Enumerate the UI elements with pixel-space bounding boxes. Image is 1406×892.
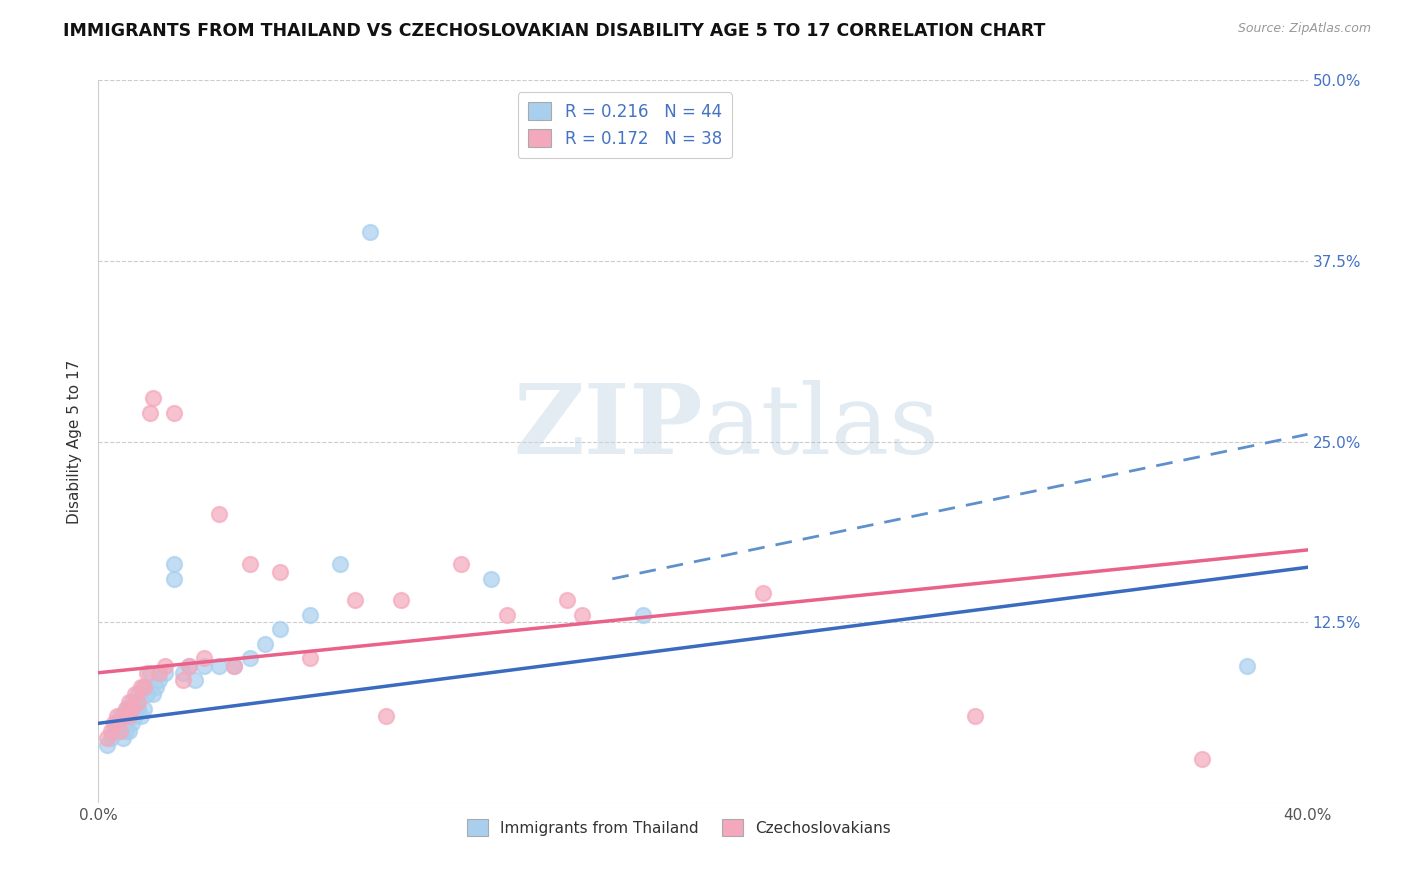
Point (132, 680, 155, 694)
Point (121, 702, 143, 716)
Point (172, 673, 194, 687)
Point (129, 680, 152, 694)
Point (555, 593, 578, 607)
Point (184, 673, 207, 687)
Point (224, 658, 246, 673)
Point (114, 702, 136, 716)
Point (142, 687, 165, 701)
Point (179, 658, 201, 673)
Point (495, 607, 517, 622)
Point (450, 558, 472, 572)
Point (135, 687, 157, 701)
Point (121, 716, 143, 731)
Point (965, 709, 987, 723)
Point (329, 558, 352, 572)
Point (132, 680, 155, 694)
Point (108, 709, 131, 723)
Point (224, 658, 246, 673)
Point (124, 709, 146, 723)
Point (135, 665, 157, 680)
Point (145, 680, 167, 694)
Point (374, 709, 396, 723)
Point (108, 723, 131, 738)
Point (153, 658, 176, 673)
Point (111, 709, 134, 723)
Point (389, 593, 412, 607)
Point (1236, 658, 1258, 673)
Point (127, 695, 149, 709)
Point (1191, 752, 1213, 766)
Point (139, 665, 162, 680)
Point (179, 658, 201, 673)
Point (253, 637, 276, 651)
Point (111, 709, 134, 723)
Point (118, 702, 141, 716)
Point (239, 651, 262, 665)
Point (148, 673, 170, 687)
Point (193, 651, 215, 665)
Point (193, 658, 215, 673)
Point (124, 695, 146, 709)
Point (114, 723, 136, 738)
Point (118, 723, 141, 738)
Point (163, 406, 186, 420)
Point (208, 658, 231, 673)
Point (344, 593, 367, 607)
Point (360, 225, 382, 239)
Point (571, 607, 593, 622)
Point (139, 406, 162, 420)
Point (148, 665, 170, 680)
Point (127, 687, 149, 701)
Point (269, 623, 291, 637)
Point (127, 702, 149, 716)
Text: ZIP: ZIP (513, 380, 703, 474)
Point (269, 565, 291, 579)
Point (129, 709, 152, 723)
Text: Source: ZipAtlas.com: Source: ZipAtlas.com (1237, 22, 1371, 36)
Point (142, 391, 165, 405)
Point (124, 687, 146, 701)
Y-axis label: Disability Age 5 to 17: Disability Age 5 to 17 (67, 359, 83, 524)
Point (108, 723, 131, 738)
Point (208, 507, 231, 521)
Point (96, 738, 118, 752)
Point (239, 558, 262, 572)
Point (103, 723, 125, 738)
Point (105, 716, 128, 731)
Point (103, 716, 125, 731)
Point (163, 572, 186, 586)
Point (132, 702, 155, 716)
Point (118, 709, 141, 723)
Point (299, 607, 322, 622)
Legend: Immigrants from Thailand, Czechoslovakians: Immigrants from Thailand, Czechoslovakia… (460, 814, 897, 842)
Point (153, 665, 176, 680)
Point (752, 586, 775, 600)
Point (100, 723, 122, 738)
Point (631, 607, 654, 622)
Text: atlas: atlas (703, 380, 939, 474)
Point (163, 558, 186, 572)
Point (100, 731, 122, 745)
Point (111, 731, 134, 745)
Point (96, 731, 118, 745)
Point (118, 695, 141, 709)
Point (299, 651, 322, 665)
Point (105, 709, 128, 723)
Point (121, 695, 143, 709)
Point (114, 702, 136, 716)
Point (172, 665, 194, 680)
Text: IMMIGRANTS FROM THAILAND VS CZECHOSLOVAKIAN DISABILITY AGE 5 TO 17 CORRELATION C: IMMIGRANTS FROM THAILAND VS CZECHOSLOVAK… (63, 22, 1046, 40)
Point (481, 572, 503, 586)
